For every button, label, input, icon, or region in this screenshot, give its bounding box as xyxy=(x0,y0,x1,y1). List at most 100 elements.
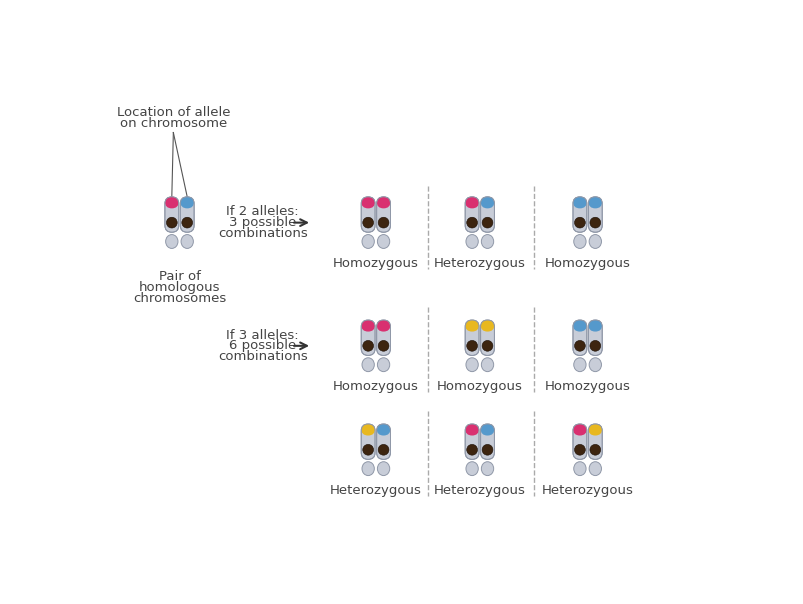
Ellipse shape xyxy=(589,234,601,248)
Circle shape xyxy=(362,217,373,228)
Circle shape xyxy=(362,445,373,455)
FancyBboxPatch shape xyxy=(480,320,494,356)
Ellipse shape xyxy=(377,234,389,248)
FancyBboxPatch shape xyxy=(361,197,375,233)
FancyBboxPatch shape xyxy=(480,320,494,332)
Circle shape xyxy=(482,217,492,228)
FancyBboxPatch shape xyxy=(480,197,494,233)
FancyBboxPatch shape xyxy=(376,320,390,332)
FancyBboxPatch shape xyxy=(465,424,479,435)
Ellipse shape xyxy=(466,358,478,371)
Ellipse shape xyxy=(589,358,601,371)
FancyBboxPatch shape xyxy=(465,197,479,208)
Text: Homozygous: Homozygous xyxy=(544,380,630,393)
Ellipse shape xyxy=(481,234,493,248)
FancyBboxPatch shape xyxy=(573,424,586,460)
Text: Heterozygous: Heterozygous xyxy=(329,484,422,497)
FancyBboxPatch shape xyxy=(588,424,601,435)
FancyBboxPatch shape xyxy=(480,197,494,208)
Circle shape xyxy=(466,341,477,351)
FancyBboxPatch shape xyxy=(588,320,601,332)
FancyBboxPatch shape xyxy=(465,424,479,460)
FancyBboxPatch shape xyxy=(165,197,178,233)
FancyBboxPatch shape xyxy=(361,424,375,435)
FancyBboxPatch shape xyxy=(480,424,494,435)
Circle shape xyxy=(589,445,600,455)
Circle shape xyxy=(466,445,477,455)
Ellipse shape xyxy=(573,358,585,371)
Ellipse shape xyxy=(481,358,493,371)
Circle shape xyxy=(466,217,477,228)
FancyBboxPatch shape xyxy=(588,197,601,233)
Text: Homozygous: Homozygous xyxy=(544,257,630,270)
Ellipse shape xyxy=(377,358,389,371)
Circle shape xyxy=(482,341,492,351)
FancyBboxPatch shape xyxy=(180,197,194,208)
Text: on chromosome: on chromosome xyxy=(120,117,226,130)
Text: If 3 alleles:: If 3 alleles: xyxy=(226,329,299,341)
Ellipse shape xyxy=(361,358,374,371)
Circle shape xyxy=(166,217,177,228)
Ellipse shape xyxy=(165,234,177,248)
Text: Homozygous: Homozygous xyxy=(332,257,418,270)
Text: combinations: combinations xyxy=(218,350,308,363)
Text: Location of allele: Location of allele xyxy=(116,106,230,119)
Text: 3 possible: 3 possible xyxy=(229,216,296,229)
FancyBboxPatch shape xyxy=(588,424,601,460)
FancyBboxPatch shape xyxy=(465,197,479,233)
FancyBboxPatch shape xyxy=(361,424,375,460)
FancyBboxPatch shape xyxy=(573,424,586,435)
Text: Homozygous: Homozygous xyxy=(436,380,522,393)
Ellipse shape xyxy=(573,234,585,248)
FancyBboxPatch shape xyxy=(465,320,479,356)
Ellipse shape xyxy=(481,461,493,475)
Circle shape xyxy=(181,217,193,228)
Ellipse shape xyxy=(573,461,585,475)
FancyBboxPatch shape xyxy=(180,197,194,233)
FancyBboxPatch shape xyxy=(573,320,586,356)
Circle shape xyxy=(362,341,373,351)
FancyBboxPatch shape xyxy=(480,424,494,460)
Ellipse shape xyxy=(377,461,389,475)
FancyBboxPatch shape xyxy=(376,197,390,233)
FancyBboxPatch shape xyxy=(588,320,601,356)
Text: homologous: homologous xyxy=(139,281,220,294)
Ellipse shape xyxy=(466,461,478,475)
FancyBboxPatch shape xyxy=(165,197,178,208)
FancyBboxPatch shape xyxy=(376,197,390,208)
Circle shape xyxy=(377,217,389,228)
Circle shape xyxy=(574,217,585,228)
FancyBboxPatch shape xyxy=(376,320,390,356)
Circle shape xyxy=(482,445,492,455)
Circle shape xyxy=(377,341,389,351)
Circle shape xyxy=(589,217,600,228)
Text: chromosomes: chromosomes xyxy=(132,292,226,304)
FancyBboxPatch shape xyxy=(361,320,375,332)
Text: If 2 alleles:: If 2 alleles: xyxy=(226,205,299,219)
Circle shape xyxy=(574,445,585,455)
Text: combinations: combinations xyxy=(218,227,308,240)
FancyBboxPatch shape xyxy=(573,197,586,208)
FancyBboxPatch shape xyxy=(588,197,601,208)
Text: Heterozygous: Heterozygous xyxy=(434,484,525,497)
FancyBboxPatch shape xyxy=(361,320,375,356)
Text: Heterozygous: Heterozygous xyxy=(434,257,525,270)
Text: 6 possible: 6 possible xyxy=(229,339,296,352)
FancyBboxPatch shape xyxy=(361,197,375,208)
Text: Pair of: Pair of xyxy=(158,270,200,283)
FancyBboxPatch shape xyxy=(376,424,390,460)
Ellipse shape xyxy=(361,234,374,248)
Ellipse shape xyxy=(466,234,478,248)
Ellipse shape xyxy=(181,234,194,248)
Text: Homozygous: Homozygous xyxy=(332,380,418,393)
FancyBboxPatch shape xyxy=(573,197,586,233)
Ellipse shape xyxy=(589,461,601,475)
Circle shape xyxy=(574,341,585,351)
Ellipse shape xyxy=(361,461,374,475)
FancyBboxPatch shape xyxy=(376,424,390,435)
Circle shape xyxy=(589,341,600,351)
Circle shape xyxy=(377,445,389,455)
Text: Heterozygous: Heterozygous xyxy=(541,484,633,497)
FancyBboxPatch shape xyxy=(573,320,586,332)
FancyBboxPatch shape xyxy=(465,320,479,332)
